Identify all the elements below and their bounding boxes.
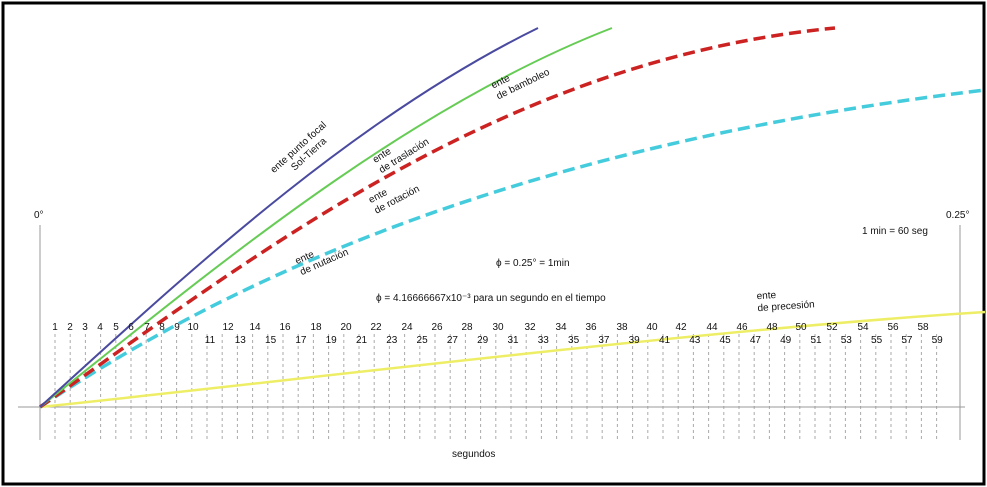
traslacion-curve: [39, 27, 613, 408]
second-label-lower: 59: [932, 335, 944, 346]
second-label-lower: 47: [750, 335, 762, 346]
second-label-upper: 1: [52, 322, 58, 333]
second-label-upper: 48: [766, 322, 778, 333]
second-label-upper: 40: [646, 322, 658, 333]
second-label-lower: 39: [629, 335, 641, 346]
second-label-upper: 7: [144, 322, 150, 333]
end-degree-label: 0.25°: [946, 210, 969, 221]
second-label-lower: 19: [326, 335, 338, 346]
second-label-lower: 49: [780, 335, 792, 346]
second-label-lower: 51: [810, 335, 822, 346]
second-label-lower: 23: [386, 335, 398, 346]
second-label-lower: 55: [871, 335, 883, 346]
precesion-curve-label: ente de precesión: [756, 290, 815, 314]
second-label-lower: 21: [356, 335, 368, 346]
second-label-lower: 29: [477, 335, 489, 346]
second-label-lower: 53: [841, 335, 853, 346]
seconds-lower-row: 11 13 15 17 19 21 23 25 27 29 31 33 35 37 39 41 43 45 47 49…: [205, 335, 943, 346]
second-label-upper: 42: [675, 322, 687, 333]
nutacion-curve: [39, 88, 986, 409]
rotacion-curve: [38, 26, 836, 409]
second-label-upper: 20: [340, 322, 352, 333]
second-label-upper: 56: [887, 322, 899, 333]
x-axis-label: segundos: [452, 449, 495, 460]
focal-curve: [39, 27, 539, 408]
second-label-lower: 15: [265, 335, 277, 346]
second-label-upper: 26: [431, 322, 443, 333]
precesion-curve: [39, 310, 986, 409]
second-label-lower: 45: [720, 335, 732, 346]
second-label-lower: 25: [417, 335, 429, 346]
second-label-lower: 41: [659, 335, 671, 346]
second-label-upper: 8: [159, 322, 165, 333]
phi-equation: ϕ = 0.25° = 1min: [496, 258, 570, 269]
second-label-lower: 31: [507, 335, 519, 346]
zero-degree-label: 0°: [34, 210, 44, 221]
second-label-lower: 13: [235, 335, 247, 346]
second-label-lower: 33: [538, 335, 550, 346]
second-label-lower: 17: [295, 335, 307, 346]
second-label-upper: 50: [795, 322, 807, 333]
second-label-upper: 16: [279, 322, 291, 333]
second-label-upper: 22: [370, 322, 382, 333]
second-label-upper: 52: [826, 322, 838, 333]
second-label-upper: 2: [67, 322, 73, 333]
second-label-upper: 44: [706, 322, 718, 333]
second-label-upper: 28: [461, 322, 473, 333]
second-label-upper: 18: [310, 322, 322, 333]
second-label-lower: 11: [205, 335, 216, 346]
second-label-upper: 34: [555, 322, 567, 333]
minute-note: 1 min = 60 seg: [862, 226, 928, 237]
precesion-label-line1: ente: [756, 290, 777, 302]
precesion-label-line2: de precesión: [757, 299, 815, 314]
second-label-upper: 14: [249, 322, 261, 333]
second-label-upper: 54: [857, 322, 869, 333]
second-label-lower: 57: [901, 335, 913, 346]
second-label-upper: 36: [585, 322, 597, 333]
second-label-upper: 6: [128, 322, 134, 333]
second-label-upper: 32: [524, 322, 536, 333]
second-label-upper: 30: [492, 322, 504, 333]
second-label-lower: 27: [447, 335, 459, 346]
second-label-upper: 24: [401, 322, 413, 333]
second-label-upper: 12: [222, 322, 234, 333]
second-label-lower: 43: [689, 335, 701, 346]
second-label-upper: 38: [616, 322, 628, 333]
second-label-upper: 10: [187, 322, 199, 333]
second-label-upper: 58: [917, 322, 929, 333]
second-label-lower: 35: [568, 335, 580, 346]
second-label-upper: 4: [97, 322, 103, 333]
second-label-upper: 5: [113, 322, 119, 333]
second-label-upper: 46: [736, 322, 748, 333]
second-label-upper: 3: [82, 322, 88, 333]
phi-second-equation: ϕ = 4.16666667x10⁻³ para un segundo en e…: [376, 293, 606, 304]
second-label-lower: 37: [598, 335, 610, 346]
second-label-upper: 9: [174, 322, 180, 333]
seconds-upper-row: 1 2 3 4 5 6 7 8 9 10 12 14 16 18 20 22 24 26 28 30 32 34 36 38 4…: [52, 322, 929, 333]
